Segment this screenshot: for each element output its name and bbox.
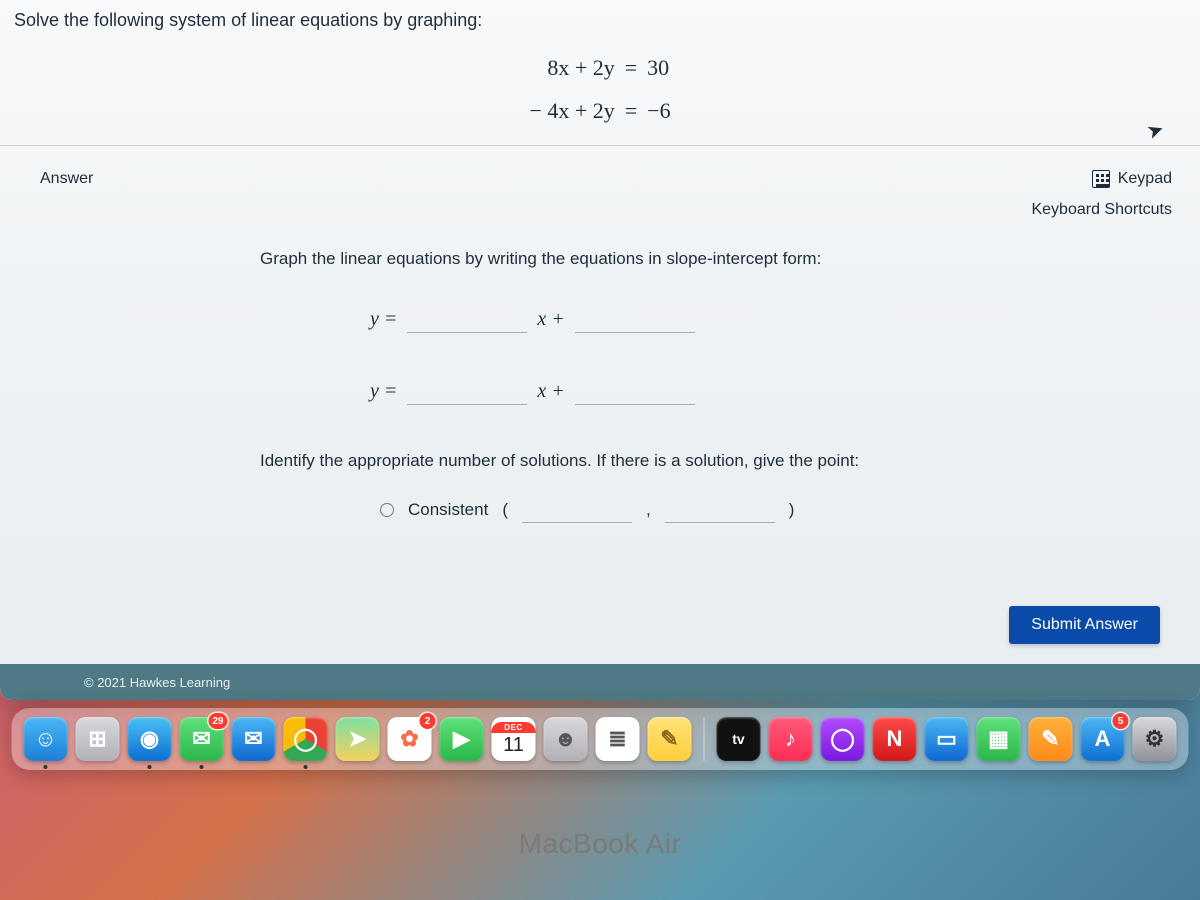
dock-app-notes[interactable]: ✎: [648, 717, 692, 761]
consistent-option-row: Consistent ( , ): [380, 497, 1160, 523]
dock-app-contacts[interactable]: ☻: [544, 717, 588, 761]
dock-app-launchpad[interactable]: ⊞: [76, 717, 120, 761]
solution-x-input[interactable]: [522, 497, 632, 523]
badge: 29: [208, 713, 227, 729]
dock-app-numbers[interactable]: ▦: [977, 717, 1021, 761]
dock-app-maps[interactable]: ➤: [336, 717, 380, 761]
running-indicator: [44, 765, 48, 769]
keypad-icon: [1092, 170, 1110, 188]
running-indicator: [200, 765, 204, 769]
keyboard-shortcuts-button[interactable]: Keyboard Shortcuts: [1031, 201, 1172, 219]
keypad-label: Keypad: [1118, 170, 1172, 188]
question-prompt: Solve the following system of linear equ…: [14, 10, 1186, 31]
dock-app-finder[interactable]: ☺: [24, 717, 68, 761]
macos-dock: ☺⊞◉✉29✉◯➤✿2▶DEC11☻≣✎tv♪◯N▭▦✎A5⚙: [12, 708, 1189, 770]
lparen: (: [502, 500, 508, 520]
copyright: © 2021 Hawkes Learning: [84, 675, 230, 690]
dock-app-podcasts[interactable]: ◯: [821, 717, 865, 761]
dock-app-settings[interactable]: ⚙: [1133, 717, 1177, 761]
answer-header: Answer Keypad Keyboard Shortcuts: [0, 146, 1200, 219]
answer-label: Answer: [40, 170, 93, 188]
comma: ,: [646, 500, 651, 520]
badge: 2: [420, 713, 436, 729]
eq1-left: 8x + 2y: [529, 51, 614, 84]
dock-app-photos[interactable]: ✿2: [388, 717, 432, 761]
answer-tools: Keypad Keyboard Shortcuts: [1031, 170, 1172, 219]
dock-app-music[interactable]: ♪: [769, 717, 813, 761]
rparen: ): [789, 500, 795, 520]
x-plus-2: x +: [537, 380, 564, 403]
y-equals-2: y =: [370, 380, 397, 403]
hardware-label: MacBook Air: [519, 828, 682, 860]
dock-app-chrome[interactable]: ◯: [284, 717, 328, 761]
identify-instruction: Identify the appropriate number of solut…: [260, 449, 900, 473]
calendar-day: 11: [503, 733, 524, 757]
intercept2-input[interactable]: [575, 377, 695, 405]
dock-app-keynote[interactable]: ▭: [925, 717, 969, 761]
eq2-eq: =: [625, 94, 637, 127]
slope-intercept-instruction: Graph the linear equations by writing th…: [260, 249, 1160, 269]
dock-app-facetime[interactable]: ▶: [440, 717, 484, 761]
equation-system: 8x + 2y = 30 − 4x + 2y = −6: [14, 51, 1186, 127]
calendar-month: DEC: [492, 722, 536, 733]
consistent-label: Consistent: [408, 500, 488, 520]
dock-app-safari[interactable]: ◉: [128, 717, 172, 761]
keypad-button[interactable]: Keypad: [1092, 170, 1172, 188]
x-plus-1: x +: [537, 308, 564, 331]
footer-bar: © 2021 Hawkes Learning: [0, 664, 1200, 700]
dock-app-pages[interactable]: ✎: [1029, 717, 1073, 761]
eq1-right: 30: [647, 51, 670, 84]
dock-app-appstore[interactable]: A5: [1081, 717, 1125, 761]
badge: 5: [1113, 713, 1129, 729]
dock-app-tv[interactable]: tv: [717, 717, 761, 761]
dock-app-news[interactable]: N: [873, 717, 917, 761]
dock-app-messages[interactable]: ✉29: [180, 717, 224, 761]
dock-app-mail[interactable]: ✉: [232, 717, 276, 761]
intercept1-input[interactable]: [575, 305, 695, 333]
submit-answer-button[interactable]: Submit Answer: [1009, 606, 1160, 644]
eq1-eq: =: [625, 51, 637, 84]
equation2-input-row: y = x +: [370, 377, 1160, 405]
running-indicator: [304, 765, 308, 769]
equation1-input-row: y = x +: [370, 305, 1160, 333]
eq2-left: − 4x + 2y: [529, 94, 614, 127]
question-area: Solve the following system of linear equ…: [0, 0, 1200, 146]
dock-app-calendar[interactable]: DEC11: [492, 717, 536, 761]
slope2-input[interactable]: [407, 377, 527, 405]
solution-y-input[interactable]: [665, 497, 775, 523]
y-equals-1: y =: [370, 308, 397, 331]
app-window: Solve the following system of linear equ…: [0, 0, 1200, 700]
dock-separator: [704, 717, 705, 761]
eq2-right: −6: [647, 94, 670, 127]
consistent-radio[interactable]: [380, 503, 394, 517]
answer-body: Graph the linear equations by writing th…: [0, 219, 1200, 523]
slope1-input[interactable]: [407, 305, 527, 333]
running-indicator: [148, 765, 152, 769]
dock-app-reminders[interactable]: ≣: [596, 717, 640, 761]
